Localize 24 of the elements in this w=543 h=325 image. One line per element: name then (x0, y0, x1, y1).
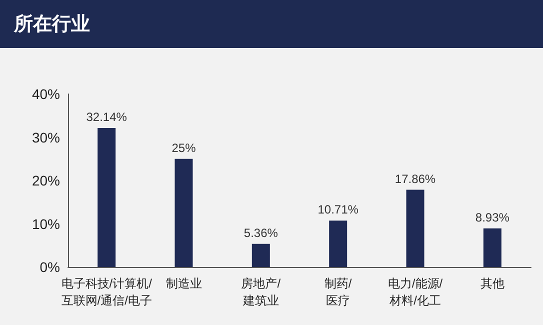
y-tick-label: 10% (32, 216, 60, 232)
bar (329, 220, 348, 267)
data-label: 25% (172, 140, 196, 155)
y-tick-label: 30% (32, 129, 60, 146)
bar (406, 190, 424, 267)
y-tick-label: 20% (32, 172, 60, 188)
chart-title: 所在行业 (0, 0, 543, 48)
data-label: 10.71% (318, 202, 359, 217)
x-tick-label: 其他 (480, 276, 504, 290)
bar (483, 228, 502, 267)
y-tick-label: 40% (32, 86, 60, 102)
data-label: 8.93% (475, 210, 510, 224)
bar (174, 158, 193, 267)
y-tick-label: 0% (40, 259, 60, 275)
x-tick-label: 房地产/ 建筑业 (241, 276, 282, 308)
data-label: 5.36% (244, 226, 278, 240)
bar (252, 244, 270, 267)
data-label: 32.14% (86, 110, 128, 124)
x-tick-label: 电子科技/计算机/ 互联网/通信/电子 (61, 276, 153, 308)
x-tick-label: 制造业 (166, 276, 202, 290)
x-tick-label: 电力/能源/ 材料/化工 (388, 276, 444, 308)
x-tick-label: 制药/ 医疗 (324, 276, 352, 308)
bar (98, 128, 116, 267)
data-label: 17.86% (394, 172, 436, 186)
